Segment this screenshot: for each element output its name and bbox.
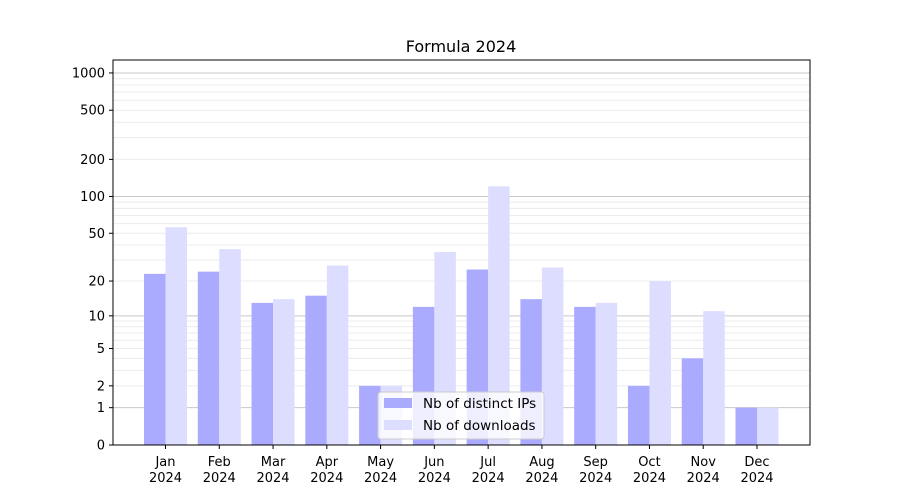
x-tick-label: 2024 xyxy=(633,471,666,486)
x-tick-label: Sep xyxy=(583,455,608,470)
x-tick-label: 2024 xyxy=(310,471,343,486)
chart-title: Formula 2024 xyxy=(406,37,517,56)
bar-downloads xyxy=(703,311,725,445)
legend-box xyxy=(377,391,545,440)
y-tick-label: 100 xyxy=(80,190,105,205)
plot-frame xyxy=(112,59,811,446)
y-tick-label: 2 xyxy=(97,379,105,394)
legend-swatch-ips xyxy=(384,398,412,408)
bar-distinct-ips xyxy=(305,295,327,445)
x-axis: Jan2024Feb2024Mar2024Apr2024May2024Jun20… xyxy=(149,445,774,486)
y-tick-label: 10 xyxy=(88,309,105,324)
bar-distinct-ips xyxy=(735,407,757,445)
y-tick-label: 0 xyxy=(97,439,105,454)
y-axis: 0 1 2 5 10 20 50 100 200 500 1000 xyxy=(72,66,113,454)
bar-downloads xyxy=(649,281,671,445)
bar-downloads xyxy=(757,407,779,445)
legend-label-ips: Nb of distinct IPs xyxy=(423,396,536,412)
y-tick-label: 5 xyxy=(97,342,105,357)
x-tick-label: May xyxy=(367,455,394,470)
x-tick-label: Feb xyxy=(208,455,231,470)
y-tick-label: 1 xyxy=(97,401,105,416)
x-tick-label: 2024 xyxy=(687,471,720,486)
x-tick-label: 2024 xyxy=(256,471,289,486)
x-tick-label: Mar xyxy=(261,455,286,470)
x-tick-label: 2024 xyxy=(364,471,397,486)
x-tick-label: 2024 xyxy=(472,471,505,486)
x-tick-label: Apr xyxy=(316,455,339,470)
y-tick-label: 200 xyxy=(80,153,105,168)
legend-swatch-downloads xyxy=(384,420,412,430)
y-tick-label: 50 xyxy=(88,227,105,242)
x-tick-label: Nov xyxy=(691,455,717,470)
bars xyxy=(144,186,779,445)
x-tick-label: 2024 xyxy=(525,471,558,486)
y-tick-label: 20 xyxy=(88,275,105,290)
bar-distinct-ips xyxy=(144,273,166,445)
x-tick-label: Oct xyxy=(638,455,660,470)
bar-distinct-ips xyxy=(681,358,704,445)
x-tick-label: 2024 xyxy=(418,471,451,486)
x-tick-label: 2024 xyxy=(579,471,612,486)
bar-distinct-ips xyxy=(197,271,220,445)
x-tick-label: Dec xyxy=(744,455,769,470)
bar-downloads xyxy=(165,227,187,445)
bar-distinct-ips xyxy=(251,302,274,445)
bar-distinct-ips xyxy=(359,385,381,445)
legend-label-downloads: Nb of downloads xyxy=(423,418,536,434)
x-tick-label: 2024 xyxy=(149,471,182,486)
bar-downloads xyxy=(541,267,564,445)
x-tick-label: 2024 xyxy=(740,471,773,486)
y-tick-label: 1000 xyxy=(72,66,105,81)
x-tick-label: Jan xyxy=(154,455,175,470)
y-tick-label: 500 xyxy=(80,104,105,119)
bar-distinct-ips xyxy=(574,306,596,445)
x-tick-label: Jul xyxy=(479,455,496,470)
bar-downloads xyxy=(273,299,295,445)
x-tick-label: Jun xyxy=(423,455,444,470)
bar-distinct-ips xyxy=(627,385,650,445)
x-tick-label: Aug xyxy=(529,455,554,470)
bar-downloads xyxy=(326,265,349,445)
bar-downloads xyxy=(219,249,241,445)
bar-downloads xyxy=(488,186,510,445)
legend: Nb of distinct IPs Nb of downloads xyxy=(377,391,545,440)
bar-downloads xyxy=(595,302,618,445)
x-tick-label: 2024 xyxy=(203,471,236,486)
